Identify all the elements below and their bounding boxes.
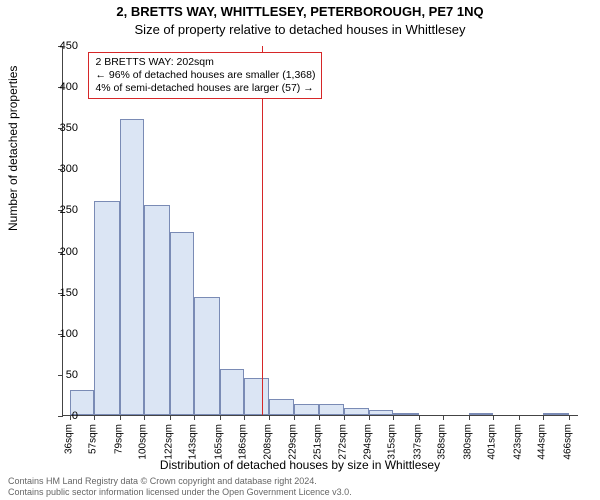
y-tick-label: 450 — [60, 40, 78, 52]
y-tick-label: 300 — [60, 163, 78, 175]
x-tick-label: 315sqm — [387, 424, 398, 460]
x-tick-label: 100sqm — [138, 424, 149, 460]
x-tick-label: 36sqm — [63, 424, 74, 454]
x-tick-label: 358sqm — [437, 424, 448, 460]
annotation-line3: 4% of semi-detached houses are larger (5… — [95, 82, 315, 95]
histogram-bar — [319, 404, 343, 415]
x-tick — [94, 415, 95, 420]
x-tick — [194, 415, 195, 420]
y-tick — [58, 375, 63, 376]
annotation-box: 2 BRETTS WAY: 202sqm ← 96% of detached h… — [88, 52, 322, 99]
y-tick — [58, 416, 63, 417]
histogram-bar — [543, 413, 569, 415]
x-tick-label: 57sqm — [88, 424, 99, 454]
footer-line2: Contains public sector information licen… — [8, 487, 352, 498]
histogram-bar — [170, 232, 194, 415]
x-tick — [170, 415, 171, 420]
x-tick-label: 229sqm — [287, 424, 298, 460]
x-tick-label: 143sqm — [188, 424, 199, 460]
footer-line1: Contains HM Land Registry data © Crown c… — [8, 476, 352, 487]
histogram-bar — [469, 413, 493, 415]
x-tick-label: 380sqm — [462, 424, 473, 460]
x-tick — [269, 415, 270, 420]
x-tick-label: 208sqm — [263, 424, 274, 460]
x-tick — [344, 415, 345, 420]
y-axis-label: Number of detached properties — [6, 66, 20, 231]
histogram-bar — [120, 119, 144, 415]
x-tick — [469, 415, 470, 420]
x-tick — [569, 415, 570, 420]
y-tick-label: 50 — [66, 369, 78, 381]
histogram-bar — [344, 408, 370, 415]
y-tick-label: 200 — [60, 246, 78, 258]
x-tick — [493, 415, 494, 420]
x-tick-label: 251sqm — [313, 424, 324, 460]
histogram-bar — [94, 201, 120, 415]
x-tick — [220, 415, 221, 420]
annotation-line2: ← 96% of detached houses are smaller (1,… — [95, 69, 315, 82]
histogram-bar — [194, 297, 220, 415]
x-tick-label: 466sqm — [562, 424, 573, 460]
x-tick — [543, 415, 544, 420]
x-tick — [393, 415, 394, 420]
x-tick-label: 444sqm — [537, 424, 548, 460]
y-tick-label: 150 — [60, 287, 78, 299]
x-tick — [319, 415, 320, 420]
chart-title-line2: Size of property relative to detached ho… — [0, 22, 600, 37]
histogram-bar — [294, 404, 320, 416]
x-tick — [369, 415, 370, 420]
y-tick-label: 350 — [60, 122, 78, 134]
x-tick-label: 294sqm — [363, 424, 374, 460]
x-tick-label: 401sqm — [487, 424, 498, 460]
x-tick-label: 272sqm — [337, 424, 348, 460]
x-tick — [443, 415, 444, 420]
plot-area: 2 BRETTS WAY: 202sqm ← 96% of detached h… — [62, 46, 578, 416]
x-tick — [144, 415, 145, 420]
x-tick — [519, 415, 520, 420]
y-tick-label: 0 — [72, 410, 78, 422]
x-tick-label: 337sqm — [412, 424, 423, 460]
x-tick — [419, 415, 420, 420]
x-tick — [244, 415, 245, 420]
x-tick-label: 79sqm — [113, 424, 124, 454]
x-tick-label: 165sqm — [213, 424, 224, 460]
x-tick — [294, 415, 295, 420]
footer-attribution: Contains HM Land Registry data © Crown c… — [8, 476, 352, 498]
x-tick-label: 122sqm — [163, 424, 174, 460]
x-tick — [70, 415, 71, 420]
x-tick — [120, 415, 121, 420]
x-tick-label: 186sqm — [237, 424, 248, 460]
x-axis-label: Distribution of detached houses by size … — [0, 458, 600, 472]
chart-container: 2, BRETTS WAY, WHITTLESEY, PETERBOROUGH,… — [0, 0, 600, 500]
chart-title-line1: 2, BRETTS WAY, WHITTLESEY, PETERBOROUGH,… — [0, 4, 600, 19]
histogram-bar — [244, 378, 270, 415]
histogram-bar — [220, 369, 244, 415]
reference-line — [262, 46, 263, 415]
y-tick-label: 100 — [60, 328, 78, 340]
x-tick-label: 423sqm — [512, 424, 523, 460]
histogram-bar — [269, 399, 293, 415]
histogram-bar — [393, 413, 419, 415]
histogram-bar — [144, 205, 170, 415]
histogram-bar — [369, 410, 393, 415]
annotation-line1: 2 BRETTS WAY: 202sqm — [95, 56, 315, 69]
y-tick-label: 400 — [60, 81, 78, 93]
y-tick-label: 250 — [60, 204, 78, 216]
